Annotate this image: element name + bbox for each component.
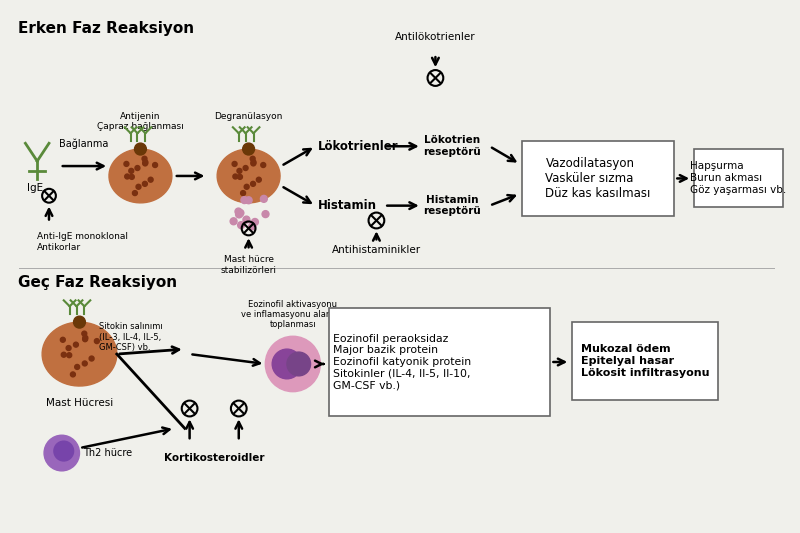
Circle shape: [251, 161, 256, 166]
Circle shape: [133, 191, 138, 196]
Circle shape: [142, 156, 147, 161]
Polygon shape: [109, 149, 172, 203]
Circle shape: [82, 361, 87, 366]
Circle shape: [238, 174, 242, 180]
Text: Histamin
reseptörü: Histamin reseptörü: [424, 195, 482, 216]
Circle shape: [232, 161, 237, 166]
Text: Bağlanma: Bağlanma: [58, 139, 108, 149]
Text: Lökotrien
reseptörü: Lökotrien reseptörü: [424, 135, 482, 157]
Circle shape: [233, 174, 238, 179]
Circle shape: [142, 181, 147, 187]
FancyBboxPatch shape: [522, 141, 674, 215]
Circle shape: [136, 184, 141, 189]
Circle shape: [82, 331, 86, 336]
Circle shape: [243, 166, 248, 171]
Circle shape: [135, 166, 140, 171]
Text: IgE: IgE: [27, 183, 43, 193]
Text: Mast hücre
stabilizörleri: Mast hücre stabilizörleri: [221, 255, 277, 274]
Circle shape: [235, 208, 242, 215]
Circle shape: [74, 316, 86, 328]
Circle shape: [241, 197, 248, 204]
Text: Antihistaminikler: Antihistaminikler: [332, 245, 421, 255]
Polygon shape: [217, 149, 280, 203]
Circle shape: [261, 163, 266, 167]
Circle shape: [266, 336, 320, 392]
Circle shape: [148, 177, 153, 182]
Circle shape: [70, 372, 75, 377]
Circle shape: [129, 168, 134, 173]
Circle shape: [262, 211, 269, 217]
Circle shape: [153, 163, 158, 167]
Circle shape: [54, 441, 74, 461]
Circle shape: [124, 161, 129, 166]
Circle shape: [143, 160, 148, 165]
Circle shape: [261, 196, 267, 203]
Text: Antijenin
Çapraz bağlanması: Antijenin Çapraz bağlanması: [97, 111, 184, 131]
Circle shape: [250, 156, 255, 161]
Circle shape: [243, 216, 250, 223]
Circle shape: [237, 209, 244, 216]
Circle shape: [74, 365, 80, 369]
FancyBboxPatch shape: [330, 308, 550, 416]
Text: Eozinofil aktivasyonu
ve inflamasyonu alanına
toplanması: Eozinofil aktivasyonu ve inflamasyonu al…: [242, 300, 345, 329]
Text: Sitokin salınımı
(IL-3, IL-4, IL-5,
GM-CSF) vb.: Sitokin salınımı (IL-3, IL-4, IL-5, GM-C…: [98, 322, 162, 352]
Polygon shape: [42, 322, 117, 386]
Circle shape: [134, 143, 146, 155]
Circle shape: [244, 184, 249, 189]
Text: Mukozal ödem
Epitelyal hasar
Lökosit infiltrasyonu: Mukozal ödem Epitelyal hasar Lökosit inf…: [581, 344, 709, 377]
Circle shape: [66, 345, 71, 351]
Circle shape: [251, 160, 256, 165]
Circle shape: [287, 352, 310, 376]
Text: Anti-IgE monoklonal
Antikorlar: Anti-IgE monoklonal Antikorlar: [37, 232, 128, 252]
Circle shape: [94, 338, 99, 344]
Text: Degranülasyon: Degranülasyon: [214, 111, 282, 120]
Circle shape: [82, 337, 87, 342]
Text: Vazodilatasyon
Vasküler sızma
Düz kas kasılması: Vazodilatasyon Vasküler sızma Düz kas ka…: [546, 157, 651, 200]
Text: Eozinofil peraoksidaz
Major bazik protein
Eozinofil katyonik protein
Sitokinler : Eozinofil peraoksidaz Major bazik protei…: [333, 334, 471, 390]
Circle shape: [256, 177, 262, 182]
Circle shape: [142, 161, 148, 166]
Circle shape: [230, 218, 237, 225]
FancyBboxPatch shape: [694, 149, 782, 207]
Circle shape: [62, 352, 66, 357]
Circle shape: [236, 211, 242, 218]
Text: Th2 hücre: Th2 hücre: [83, 448, 133, 458]
Text: Geç Faz Reaksiyon: Geç Faz Reaksiyon: [18, 275, 177, 290]
Circle shape: [272, 349, 302, 379]
Circle shape: [237, 168, 242, 173]
FancyBboxPatch shape: [572, 322, 718, 400]
Text: Histamin: Histamin: [318, 199, 377, 212]
Text: Kortikosteroidler: Kortikosteroidler: [164, 453, 265, 463]
Circle shape: [245, 197, 252, 204]
Circle shape: [60, 337, 66, 342]
Circle shape: [249, 223, 255, 230]
Circle shape: [89, 356, 94, 361]
Circle shape: [238, 222, 245, 229]
Circle shape: [130, 174, 134, 180]
Circle shape: [242, 143, 254, 155]
Circle shape: [241, 191, 246, 196]
Circle shape: [83, 335, 88, 340]
Text: Hapşurma
Burun akması
Göz yaşarması vb.: Hapşurma Burun akması Göz yaşarması vb.: [690, 161, 786, 195]
Circle shape: [125, 174, 130, 179]
Text: Mast Hücresi: Mast Hücresi: [46, 398, 113, 408]
Text: Erken Faz Reaksiyon: Erken Faz Reaksiyon: [18, 21, 194, 36]
Circle shape: [250, 181, 255, 187]
Circle shape: [74, 342, 78, 347]
Circle shape: [44, 435, 79, 471]
Circle shape: [66, 353, 72, 358]
Text: Antilökotrienler: Antilökotrienler: [395, 33, 476, 43]
Circle shape: [251, 219, 258, 225]
Text: Lökotrienler: Lökotrienler: [318, 140, 398, 153]
